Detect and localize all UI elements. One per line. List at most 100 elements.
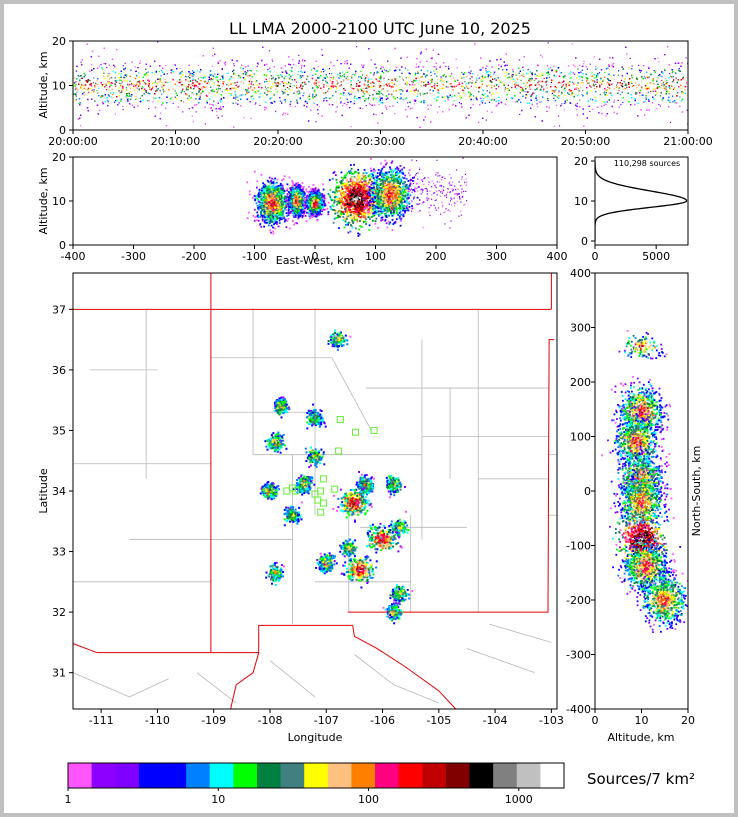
time-height-source	[470, 85, 472, 87]
time-height-source	[461, 71, 463, 74]
time-height-source	[292, 58, 294, 61]
time-height-source	[76, 88, 78, 90]
time-height-source	[525, 88, 527, 90]
time-height-source	[97, 92, 99, 94]
time-height-source	[600, 78, 602, 80]
time-height-source	[435, 68, 438, 70]
time-height-source	[317, 66, 319, 68]
time-height-source	[582, 84, 584, 86]
time-height-source	[124, 62, 126, 64]
time-height-source	[469, 81, 471, 84]
time-height-source	[96, 90, 98, 92]
time-height-source	[204, 80, 206, 82]
time-height-source	[235, 94, 237, 96]
time-height-source	[547, 75, 549, 77]
time-height-source	[241, 71, 243, 73]
time-height-source	[118, 102, 120, 104]
time-height-source	[297, 71, 299, 73]
time-height-source	[192, 121, 194, 123]
time-height-source	[291, 71, 293, 73]
time-height-source	[172, 102, 174, 104]
time-height-source	[314, 91, 316, 93]
time-height-source	[232, 70, 234, 72]
time-height-source	[501, 81, 503, 83]
time-height-source	[91, 64, 93, 66]
time-height-source	[216, 114, 218, 116]
time-height-source	[609, 57, 611, 59]
time-height-source	[303, 92, 305, 94]
time-height-source	[373, 99, 375, 101]
time-height-source	[574, 73, 576, 75]
time-height-source	[129, 91, 132, 93]
time-height-source	[508, 87, 510, 89]
time-height-source	[301, 58, 304, 61]
time-height-source	[304, 81, 306, 83]
time-height-source	[558, 125, 561, 127]
time-height-source	[192, 76, 194, 78]
time-height-source	[452, 104, 454, 106]
time-height-source	[661, 84, 663, 87]
time-height-source	[633, 85, 635, 87]
time-height-source	[217, 86, 219, 88]
time-height-source	[547, 100, 549, 102]
time-height-source	[259, 104, 261, 106]
time-height-source	[227, 72, 229, 74]
time-height-source	[235, 96, 237, 98]
time-height-source	[362, 91, 364, 93]
time-height-source	[379, 96, 381, 98]
time-height-source	[185, 87, 188, 89]
time-height-source	[153, 73, 155, 75]
time-height-source	[579, 99, 581, 101]
time-height-source	[466, 76, 468, 78]
time-height-source	[339, 85, 341, 87]
time-height-source	[106, 86, 108, 88]
time-height-source	[515, 101, 517, 103]
time-height-source	[520, 79, 522, 82]
time-height-source	[445, 65, 447, 67]
time-height-source	[258, 96, 260, 98]
time-height-source	[195, 94, 198, 96]
time-height-source	[430, 57, 432, 59]
time-height-source	[388, 78, 390, 80]
time-height-source	[383, 85, 385, 87]
time-height-source	[380, 92, 383, 94]
time-height-source	[480, 97, 482, 99]
time-height-source	[470, 94, 472, 96]
time-height-source	[197, 86, 199, 88]
time-height-source	[434, 82, 436, 85]
time-height-source	[533, 79, 535, 81]
time-height-source	[459, 83, 461, 85]
time-height-source	[536, 103, 538, 105]
time-height-source	[327, 86, 329, 88]
time-height-source	[256, 65, 258, 67]
time-height-source	[424, 81, 427, 83]
time-height-source	[465, 84, 467, 86]
time-height-source	[255, 102, 257, 104]
time-height-source	[157, 41, 159, 43]
time-height-source	[125, 87, 127, 89]
time-height-source	[586, 93, 588, 95]
time-height-source	[561, 85, 563, 87]
time-height-source	[631, 85, 633, 87]
time-height-source	[411, 107, 413, 109]
time-height-source	[508, 72, 511, 74]
time-height-source	[437, 111, 439, 113]
time-height-source	[73, 82, 76, 84]
time-height-source	[603, 92, 605, 94]
time-height-source	[351, 87, 353, 89]
time-height-source	[333, 76, 335, 78]
time-height-source	[653, 70, 655, 72]
time-height-source	[656, 107, 658, 110]
time-height-source	[426, 83, 428, 85]
time-height-source	[618, 87, 620, 89]
time-height-source	[213, 82, 215, 84]
time-height-source	[552, 80, 554, 82]
time-height-source	[270, 91, 272, 93]
time-height-source	[504, 87, 506, 89]
time-height-source	[638, 64, 640, 66]
time-height-source	[669, 73, 671, 75]
time-height-source	[406, 84, 408, 86]
time-height-source	[493, 99, 495, 101]
time-height-source	[191, 115, 193, 117]
time-height-source	[453, 100, 455, 102]
